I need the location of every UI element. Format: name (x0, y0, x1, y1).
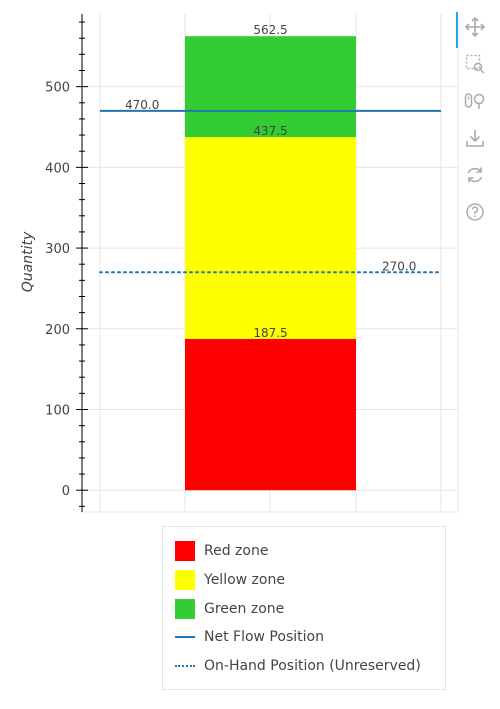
legend-item-red-zone[interactable]: Red zone (175, 539, 268, 563)
y-tick-label: 300 (45, 242, 70, 257)
legend-swatch-yellow (175, 570, 195, 590)
data-label-net-flow-position: 470.0 (125, 98, 159, 112)
legend-label: Net Flow Position (204, 629, 324, 645)
active-tool-indicator (456, 12, 458, 48)
help-tool-button[interactable] (460, 197, 490, 227)
box-zoom-icon (465, 54, 485, 74)
legend-swatch-red (175, 541, 195, 561)
data-label-red-zone: 187.5 (253, 326, 287, 340)
legend-label: Green zone (204, 601, 285, 617)
box-zoom-tool-button[interactable] (460, 49, 490, 79)
help-icon (466, 203, 484, 221)
reset-tool-button[interactable] (460, 160, 490, 190)
pan-icon (465, 17, 485, 37)
legend: Red zone Yellow zone Green zone Net Flow… (162, 526, 446, 690)
reference-lines (99, 109, 442, 274)
save-tool-button[interactable] (460, 123, 490, 153)
bar-yellow-zone (185, 137, 356, 339)
data-label-yellow-zone: 437.5 (253, 124, 287, 138)
y-tick-label: 100 (45, 403, 70, 418)
bar-red-zone (185, 338, 356, 491)
save-icon (466, 130, 484, 147)
legend-swatch-green (175, 599, 195, 619)
legend-label: Red zone (204, 543, 269, 559)
y-tick-label: 400 (45, 161, 70, 176)
y-axis-title: Quantity (20, 231, 36, 292)
reset-icon (467, 167, 483, 183)
legend-item-net-flow-position[interactable]: Net Flow Position (175, 625, 324, 649)
legend-swatch-solid-line (175, 636, 195, 638)
legend-item-on-hand-position[interactable]: On-Hand Position (Unreserved) (175, 654, 421, 678)
wheel-zoom-tool-button[interactable] (460, 86, 490, 116)
legend-label: On-Hand Position (Unreserved) (204, 658, 421, 674)
toolbar (456, 12, 500, 234)
legend-item-green-zone[interactable]: Green zone (175, 597, 284, 621)
y-tick-label: 200 (45, 323, 70, 338)
bar-green-zone (185, 36, 356, 138)
legend-item-yellow-zone[interactable]: Yellow zone (175, 568, 285, 592)
bars (185, 36, 356, 491)
data-labels: 187.5 437.5 562.5 470.0 270.0 (125, 23, 416, 340)
y-tick-label: 0 (62, 484, 70, 499)
pan-tool-button[interactable] (460, 12, 490, 42)
legend-label: Yellow zone (204, 572, 285, 588)
y-tick-label: 500 (45, 81, 70, 96)
legend-swatch-dotted-line (175, 665, 195, 667)
data-label-green-zone: 562.5 (253, 23, 287, 37)
y-axis: 0 100 200 300 400 500 (45, 14, 88, 512)
data-label-on-hand-position-unreserved-: 270.0 (382, 259, 416, 273)
wheel-zoom-icon (464, 93, 485, 109)
